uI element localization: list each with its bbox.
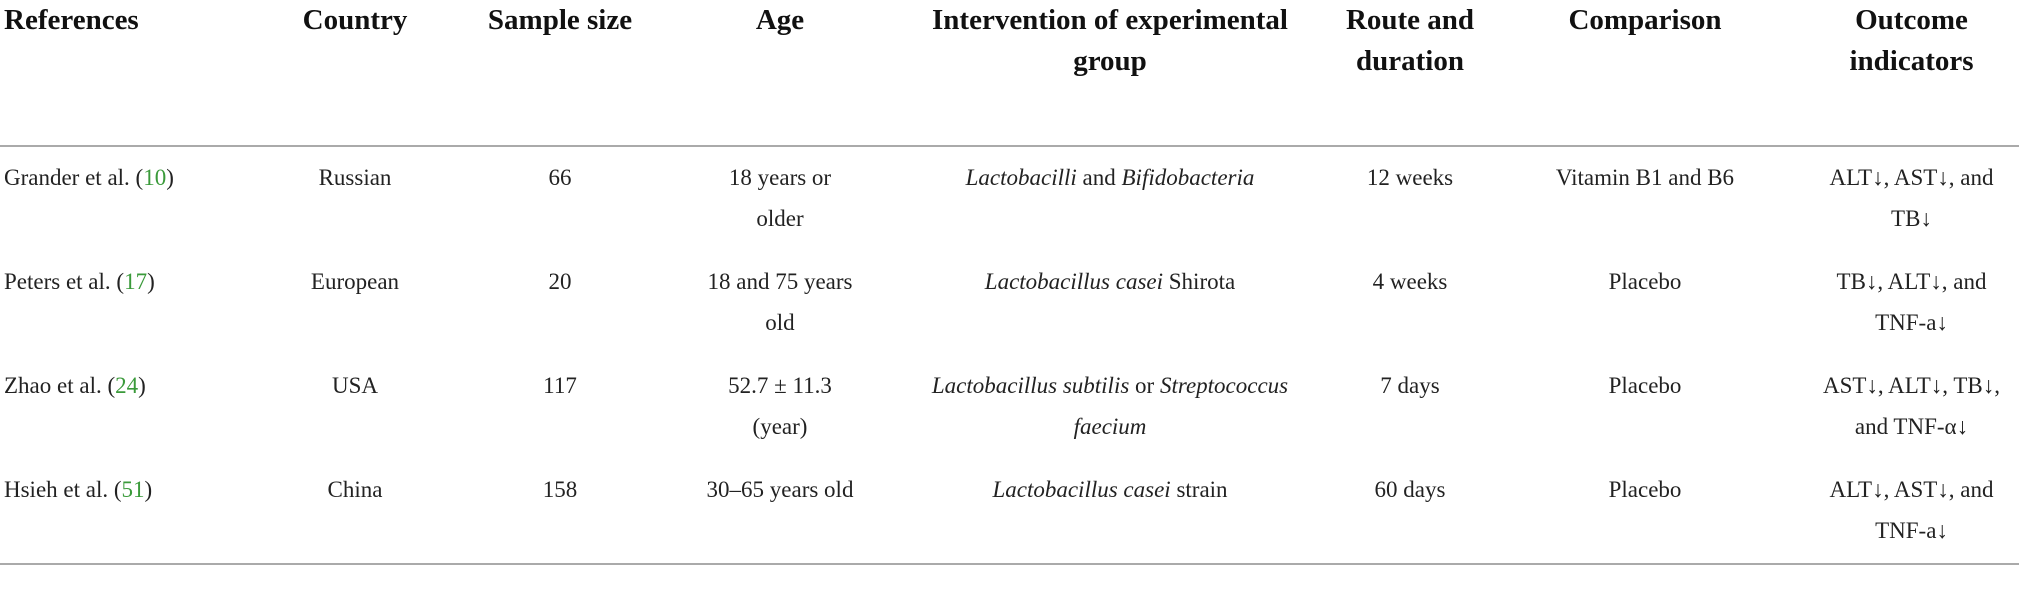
table-cell: 52.7 ± 11.3 (year) xyxy=(728,373,832,439)
table-cell: Peters et al. (17) xyxy=(0,251,250,355)
column-header: Age xyxy=(660,0,900,147)
column-header: Route and duration xyxy=(1320,0,1500,147)
text-segment: and xyxy=(1076,165,1122,190)
text-segment: Hsieh et al. ( xyxy=(4,477,122,502)
table-cell: Lactobacilli and Bifidobacteria xyxy=(900,146,1320,251)
table-cell: 30–65 years old xyxy=(660,459,900,565)
text-segment: strain xyxy=(1170,477,1228,502)
table-cell: 158 xyxy=(460,459,660,565)
table-cell: ALT↓, AST↓, and TNF-a↓ xyxy=(1790,459,2019,565)
table-cell: Hsieh et al. (51) xyxy=(0,459,250,565)
text-segment: Shirota xyxy=(1163,269,1236,294)
table-cell: TB↓, ALT↓, and TNF-a↓ xyxy=(1836,269,1987,335)
table-cell: Russian xyxy=(318,165,392,190)
table-cell: 4 weeks xyxy=(1372,269,1448,294)
table-cell: European xyxy=(310,269,400,294)
text-segment: Zhao et al. ( xyxy=(4,373,116,398)
column-header: Outcome indicators xyxy=(1790,0,2019,147)
table-cell: Lactobacillus casei strain xyxy=(900,459,1320,565)
table-row: Hsieh et al. (51) China 158 30–65 years old… xyxy=(0,459,2019,565)
text-segment: Streptococcus faecium xyxy=(1073,373,1289,439)
reference-link[interactable]: 24 xyxy=(115,373,139,398)
text-segment: Peters et al. ( xyxy=(4,269,125,294)
table-cell: 66 xyxy=(548,165,572,190)
text-segment: Lactobacillus casei xyxy=(984,269,1164,294)
column-header: References xyxy=(0,0,250,147)
header-row: References Country Sample size Age Intervent… xyxy=(0,0,2019,147)
reference-link[interactable]: 51 xyxy=(121,477,145,502)
column-header: Intervention of experimental group xyxy=(900,0,1320,147)
table-cell: 12 weeks xyxy=(1366,165,1454,190)
text-segment: ) xyxy=(166,165,174,190)
text-segment: ) xyxy=(144,477,153,502)
reference-link[interactable]: 17 xyxy=(124,269,148,294)
table-cell: Placebo xyxy=(1608,373,1682,398)
table: References Country Sample size Age Intervent… xyxy=(0,0,2019,565)
table-cell: ALT↓, AST↓, and TB↓ xyxy=(1829,165,1994,231)
table-cell: 7 days xyxy=(1380,373,1440,398)
text-segment: ) xyxy=(138,373,146,398)
table-cell: Lactobacillus subtilis or Streptococcus … xyxy=(900,355,1320,459)
column-header: Comparison xyxy=(1500,0,1790,147)
table-cell: Zhao et al. (24) xyxy=(0,355,250,459)
text-segment: Lactobacillus casei xyxy=(992,477,1171,502)
text-segment: ) xyxy=(147,269,155,294)
table-cell: Vitamin B1 and B6 xyxy=(1555,165,1735,190)
column-header: Country xyxy=(250,0,460,147)
table-cell: Grander et al. (10) xyxy=(0,146,250,251)
table-cell: China xyxy=(250,459,460,565)
table-header: References Country Sample size Age Intervent… xyxy=(0,0,2019,147)
table-cell: AST↓, ALT↓, TB↓, and TNF-α↓ xyxy=(1822,373,2000,439)
column-header: Sample size xyxy=(460,0,660,147)
table-row: Zhao et al. (24) USA 117 52.7 ± 11.3 (year)… xyxy=(0,355,2019,459)
text-segment: Lactobacillus subtilis xyxy=(931,373,1130,398)
table-cell: Lactobacillus casei Shirota xyxy=(900,251,1320,355)
table-cell: 60 days xyxy=(1320,459,1500,565)
table-cell: USA xyxy=(331,373,378,398)
table-cell: Placebo xyxy=(1500,459,1790,565)
text-segment: Lactobacilli xyxy=(965,165,1077,190)
table-cell: Placebo xyxy=(1608,269,1682,294)
text-segment: Grander et al. ( xyxy=(4,165,144,190)
table-cell: 20 xyxy=(548,269,572,294)
table-row: Grander et al. (10) Russian 66 18 years or … xyxy=(0,146,2019,251)
text-segment: or xyxy=(1129,373,1160,398)
table-row: Peters et al. (17) European 20 18 and 75 ye… xyxy=(0,251,2019,355)
table-cell: 18 years or older xyxy=(728,165,832,231)
table-body: Grander et al. (10) Russian 66 18 years or … xyxy=(0,146,2019,565)
table-cell: 18 and 75 years old xyxy=(707,269,853,335)
reference-link[interactable]: 10 xyxy=(143,165,167,190)
table-cell: 117 xyxy=(543,373,577,398)
text-segment: Bifidobacteria xyxy=(1121,165,1255,190)
